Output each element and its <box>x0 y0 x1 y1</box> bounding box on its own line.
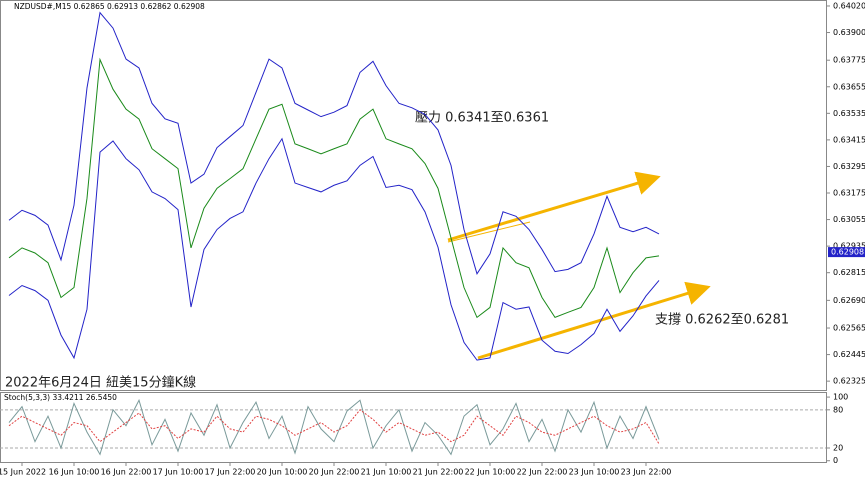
stoch-panel <box>0 392 827 463</box>
y-tick-label: 0.63900 <box>833 28 865 37</box>
y-tick-label: 0.62935 <box>833 242 865 251</box>
series-line <box>8 137 660 361</box>
series-line <box>8 57 660 319</box>
y-tick-label: 0.63775 <box>833 56 865 65</box>
y-tick-label: 0.63175 <box>833 189 865 198</box>
price-tag-label: 0.62908 <box>831 248 864 257</box>
y-tick-label: 0.63415 <box>833 135 865 144</box>
annotation: 支撐 0.6262至0.6281 <box>655 313 789 328</box>
y-tick-label: 0.62690 <box>833 296 865 305</box>
series-line <box>8 409 660 445</box>
y-tick-label: 0.63535 <box>833 109 865 118</box>
y-tick-label: 80 <box>833 405 843 414</box>
x-tick-label: 15 Jun 2022 <box>0 468 46 477</box>
y-tick-label: 0.63055 <box>833 215 865 224</box>
channel-line <box>447 221 531 243</box>
resistance-arrow <box>447 171 661 242</box>
x-tick-label: 16 Jun 10:00 <box>49 468 100 477</box>
y-tick-label: 0.62815 <box>833 268 865 277</box>
x-tick-label: 22 Jun 10:00 <box>465 468 516 477</box>
y-tick-label: 0.62445 <box>833 350 865 359</box>
y-tick-label: 0.63295 <box>833 162 865 171</box>
price-tag <box>828 247 865 258</box>
y-tick-label: 0.62325 <box>833 377 865 386</box>
x-tick-label: 21 Jun 10:00 <box>361 468 412 477</box>
y-tick-label: 0.63655 <box>833 82 865 91</box>
x-tick-label: 17 Jun 10:00 <box>153 468 204 477</box>
x-tick-label: 23 Jun 10:00 <box>569 468 620 477</box>
series-line <box>8 398 660 456</box>
y-tick-label: 20 <box>833 444 843 453</box>
y-tick-label: 0.62565 <box>833 324 865 333</box>
y-tick-label: 100 <box>833 393 848 402</box>
y-tick-label: 0 <box>833 456 838 465</box>
x-tick-label: 20 Jun 22:00 <box>309 468 360 477</box>
x-tick-label: 17 Jun 22:00 <box>205 468 256 477</box>
series-line <box>8 11 660 275</box>
x-tick-label: 16 Jun 22:00 <box>101 468 152 477</box>
price-panel <box>0 0 827 391</box>
y-tick-label: 0.64020 <box>833 1 865 10</box>
stoch-title: Stoch(5,3,3) 33.4211 26.5450 <box>4 393 117 402</box>
x-tick-label: 21 Jun 22:00 <box>413 468 464 477</box>
x-tick-label: 23 Jun 22:00 <box>621 468 672 477</box>
x-tick-label: 20 Jun 10:00 <box>257 468 308 477</box>
x-tick-label: 22 Jun 22:00 <box>517 468 568 477</box>
annotation: 壓力 0.6341至0.6361 <box>415 111 549 126</box>
support-arrow <box>477 281 711 360</box>
chart-title: 2022年6月24日 紐美15分鐘K線 <box>5 375 196 391</box>
chart-header: NZDUSD#,M15 0.62865 0.62913 0.62862 0.62… <box>14 2 205 11</box>
